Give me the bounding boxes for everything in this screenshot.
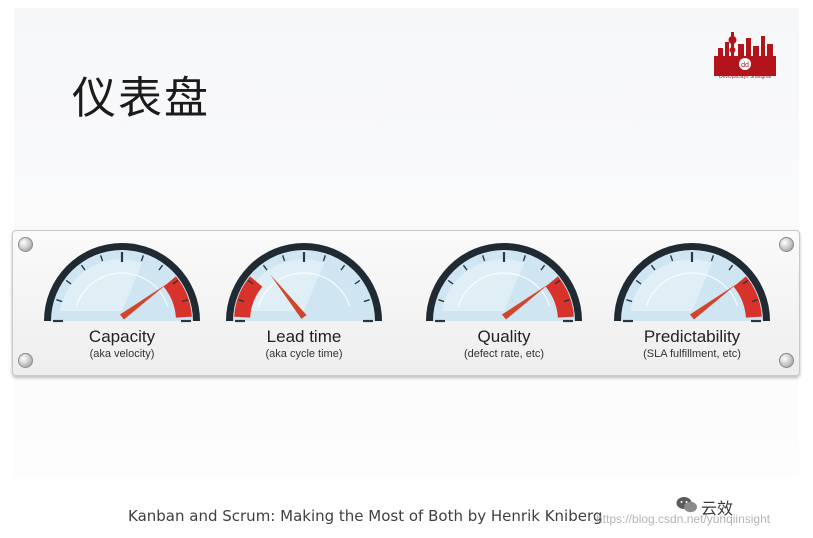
gauge-tick: [100, 255, 104, 262]
gauge-tick: [363, 299, 370, 303]
gauge-tick: [635, 279, 642, 285]
gauge-tick: [447, 279, 454, 285]
gauge-quality: Quality (defect rate, etc): [419, 231, 589, 375]
gauge-tick: [670, 255, 674, 262]
gauge-dial: [226, 243, 382, 323]
gauge-dial: [44, 243, 200, 323]
gauge-capacity: Capacity (aka velocity): [37, 231, 207, 375]
gauge-face: [621, 250, 763, 321]
gauge-dial: [614, 243, 770, 323]
gauge-tick: [172, 279, 179, 285]
gauge-needle: [119, 284, 167, 320]
gauge-tick: [322, 255, 326, 262]
gauge-label: Quality: [477, 327, 531, 346]
gauge-tick: [158, 264, 164, 271]
gauge-face: [51, 250, 193, 321]
gauge-tick: [650, 264, 656, 271]
gauge-red-zone: [163, 276, 192, 318]
gauge-face: [233, 250, 375, 321]
gauge-tick: [751, 299, 758, 303]
gauge-needle: [501, 284, 549, 320]
gauge-tick: [181, 299, 188, 303]
gauge-glare: [242, 259, 324, 311]
gauge-tick: [282, 255, 286, 262]
gauge-lead-time: Lead time (aka cycle time): [219, 231, 389, 375]
gauge-label: Predictability: [643, 327, 741, 346]
screw-icon: [18, 237, 33, 252]
gauge-glare: [630, 259, 712, 311]
gauge-tick: [65, 279, 72, 285]
gauge-inner-arc: [75, 272, 169, 307]
gauge-tick: [554, 279, 561, 285]
gauge-sublabel: (aka cycle time): [265, 348, 343, 360]
gauge-tick: [563, 299, 570, 303]
screw-icon: [779, 353, 794, 368]
gauge-dial: [426, 243, 582, 323]
gauge-tick: [522, 255, 526, 262]
gauge-needle: [269, 274, 307, 319]
gauge-glare: [442, 259, 524, 311]
gauge-tick: [438, 299, 445, 303]
gauge-tick: [247, 279, 254, 285]
gauge-label: Lead time: [266, 327, 342, 346]
gauge-tick: [80, 264, 86, 271]
gauge-face: [433, 250, 575, 321]
screw-icon: [18, 353, 33, 368]
gauge-glare: [60, 259, 142, 311]
svg-text:dd: dd: [741, 62, 749, 69]
gauge-tick: [262, 264, 268, 271]
gauge-inner-arc: [645, 272, 739, 307]
gauge-tick: [626, 299, 633, 303]
gauge-sublabel: (SLA fulfillment, etc): [643, 348, 741, 360]
gauge-tick: [354, 279, 361, 285]
gauge-needle: [689, 284, 737, 320]
gauge-sublabel: (aka velocity): [89, 348, 155, 360]
gauge-tick: [482, 255, 486, 262]
gauge-red-zone: [733, 276, 762, 318]
gauge-predictability: Predictability (SLA fulfillment, etc): [607, 231, 777, 375]
screw-icon: [779, 237, 794, 252]
gauge-inner-arc: [257, 272, 351, 307]
gauge-red-zone: [234, 276, 263, 318]
gauge-label: Capacity: [88, 327, 156, 346]
watermark-url: https://blog.csdn.net/yunqiinsight: [596, 512, 771, 526]
gauge-tick: [56, 299, 63, 303]
gauge-sublabel: (defect rate, etc): [463, 348, 545, 360]
gauge-tick: [462, 264, 468, 271]
logo-text: DevOpsDays Shanghai: [719, 74, 771, 80]
wechat-icon: [676, 497, 697, 513]
gauge-red-zone: [545, 276, 574, 318]
watermark-brand: 云效: [701, 499, 734, 518]
devopsdays-logo: dd: [714, 32, 776, 76]
gauge-tick: [728, 264, 734, 271]
gauge-tick: [710, 255, 714, 262]
slide-title: 仪表盘: [72, 73, 210, 124]
gauge-inner-arc: [457, 272, 551, 307]
gauge-tick: [340, 264, 346, 271]
gauge-tick: [742, 279, 749, 285]
gauge-tick: [238, 299, 245, 303]
gauge-tick: [140, 255, 144, 262]
citation-text: Kanban and Scrum: Making the Most of Bot…: [128, 507, 603, 525]
gauge-tick: [540, 264, 546, 271]
dashboard-panel: Capacity (aka velocity) Lead time (aka c…: [12, 230, 800, 376]
